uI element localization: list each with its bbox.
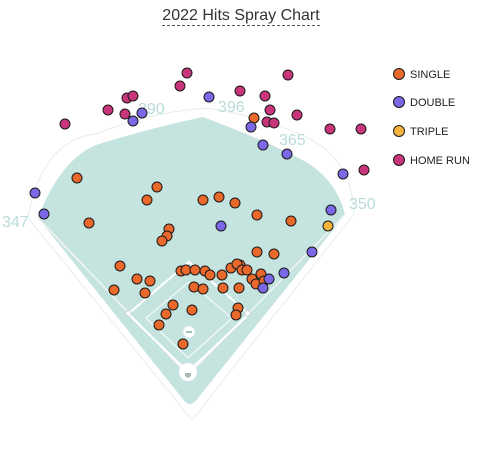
hit-point-double-6 — [245, 121, 257, 133]
distance-label-left: 347 — [2, 214, 29, 231]
hit-point-double-14 — [263, 273, 275, 285]
legend-label-triple: TRIPLE — [410, 126, 449, 138]
hit-point-single-40 — [167, 299, 179, 311]
legend-marker-single — [393, 68, 405, 80]
home-plate — [185, 373, 191, 378]
hit-point-home-run-7 — [181, 67, 193, 79]
legend: SINGLE DOUBLE TRIPLE HOME RUN — [393, 68, 470, 167]
hit-point-single-3 — [141, 194, 153, 206]
hit-point-single-46 — [177, 338, 189, 350]
hit-point-home-run-10 — [282, 69, 294, 81]
hit-point-single-24 — [189, 264, 201, 276]
hit-point-single-7 — [156, 235, 168, 247]
hit-point-single-10 — [229, 197, 241, 209]
hit-point-double-3 — [127, 115, 139, 127]
hit-point-single-4 — [83, 217, 95, 229]
legend-marker-double — [393, 96, 405, 108]
hit-point-home-run-1 — [59, 118, 71, 130]
hit-point-single-1 — [71, 172, 83, 184]
legend-label-single: SINGLE — [410, 69, 450, 81]
legend-marker-home-run — [393, 154, 405, 166]
hit-point-home-run-2 — [102, 104, 114, 116]
hit-point-double-8 — [281, 148, 293, 160]
hit-point-home-run-5 — [127, 90, 139, 102]
hit-point-double-5 — [203, 91, 215, 103]
hit-point-single-18 — [131, 273, 143, 285]
distance-label-right-center: 365 — [279, 132, 306, 149]
hit-point-single-12 — [285, 215, 297, 227]
hit-point-single-31 — [241, 264, 253, 276]
first-base — [243, 309, 252, 318]
hit-point-single-2 — [151, 181, 163, 193]
hit-point-single-26 — [204, 269, 216, 281]
hit-point-double-2 — [38, 208, 50, 220]
hit-point-single-15 — [251, 246, 263, 258]
hit-point-single-44 — [230, 309, 242, 321]
hit-point-double-10 — [325, 204, 337, 216]
hit-point-double-15 — [257, 282, 269, 294]
infield-diamond — [126, 260, 251, 374]
hit-point-double-12 — [306, 246, 318, 258]
hit-point-home-run-15 — [324, 123, 336, 135]
hit-point-single-41 — [160, 308, 172, 320]
hit-point-single-17 — [114, 260, 126, 272]
hit-point-single-36 — [197, 283, 209, 295]
hit-point-home-run-9 — [259, 90, 271, 102]
hit-point-double-1 — [29, 187, 41, 199]
hit-markers — [29, 67, 370, 350]
legend-label-home-run: HOME RUN — [410, 155, 470, 167]
hit-point-single-38 — [233, 282, 245, 294]
outfield-grass — [38, 117, 345, 404]
hit-point-double-4 — [136, 107, 148, 119]
third-base — [124, 309, 133, 318]
legend-label-double: DOUBLE — [410, 97, 455, 109]
hit-point-single-45 — [153, 319, 165, 331]
distance-label-center: 396 — [218, 99, 245, 116]
hit-point-home-run-6 — [174, 80, 186, 92]
legend-marker-triple — [393, 125, 405, 137]
hit-point-single-19 — [144, 275, 156, 287]
pitchers-rubber — [186, 331, 192, 333]
hit-point-single-27 — [216, 269, 228, 281]
hit-point-single-14 — [268, 248, 280, 260]
hit-point-double-11 — [215, 220, 227, 232]
hit-point-double-9 — [337, 168, 349, 180]
hit-point-home-run-13 — [268, 117, 280, 129]
hit-point-triple-1 — [322, 220, 334, 232]
home-plate-circle — [179, 363, 197, 381]
hit-point-single-13 — [248, 112, 260, 124]
hit-point-single-8 — [197, 194, 209, 206]
hit-point-single-42 — [186, 304, 198, 316]
hit-point-home-run-16 — [355, 123, 367, 135]
hit-point-single-20 — [108, 284, 120, 296]
hit-point-single-11 — [251, 209, 263, 221]
hit-point-double-13 — [278, 267, 290, 279]
hit-point-single-37 — [217, 282, 229, 294]
infield-grass — [145, 281, 233, 359]
distance-label-right: 350 — [349, 196, 376, 213]
hit-point-home-run-14 — [291, 109, 303, 121]
hit-point-single-9 — [213, 191, 225, 203]
hit-point-double-7 — [257, 139, 269, 151]
hit-point-single-35 — [188, 281, 200, 293]
hit-point-home-run-3 — [119, 108, 131, 120]
hit-point-single-21 — [139, 287, 151, 299]
hit-point-home-run-11 — [264, 104, 276, 116]
hit-point-home-run-8 — [234, 85, 246, 97]
hit-point-home-run-17 — [358, 164, 370, 176]
chart-title-text: 2022 Hits Spray Chart — [162, 7, 320, 26]
chart-title: 2022 Hits Spray Chart — [0, 7, 482, 26]
